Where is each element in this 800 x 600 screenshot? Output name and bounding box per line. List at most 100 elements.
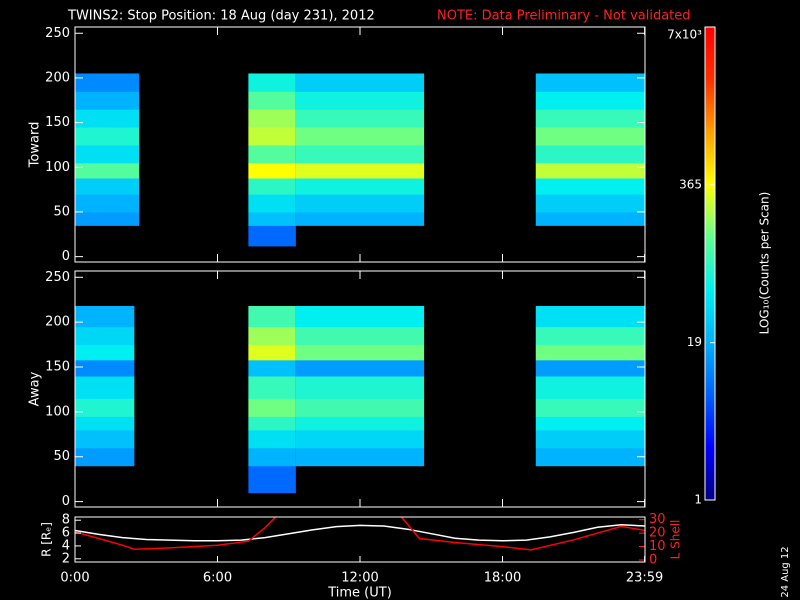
heatmap-cell: [535, 194, 645, 213]
y-tick-label: 250: [45, 270, 70, 285]
heatmap-cell: [75, 326, 135, 346]
y-axis-label: Away: [28, 371, 43, 406]
y2-tick-label: 10: [649, 539, 666, 554]
heatmap-cell: [535, 211, 645, 226]
heatmap-cell: [295, 326, 425, 346]
heatmap-cell: [248, 326, 296, 346]
heatmap-cell: [295, 73, 425, 92]
heatmap-cell: [248, 225, 296, 247]
heatmap-cell: [248, 359, 296, 377]
x-axis-label: Time (UT): [327, 586, 392, 600]
y-tick-label: 200: [45, 70, 70, 85]
heatmap-cell: [75, 162, 140, 179]
heatmap-cell: [75, 416, 135, 431]
panel-frame: [74, 516, 646, 563]
heatmap-cell: [295, 429, 425, 449]
heatmap-cell: [75, 178, 140, 195]
heatmap-cell: [75, 359, 135, 377]
y-tick-label: 150: [45, 360, 70, 375]
title: TWINS2: Stop Position: 18 Aug (day 231),…: [67, 9, 375, 24]
heatmap-cell: [535, 178, 645, 195]
heatmap-cell: [535, 109, 645, 128]
heatmap-cell: [295, 375, 425, 399]
heatmap-cell: [75, 144, 140, 164]
heatmap-cell: [535, 91, 645, 110]
heatmap-cell: [295, 109, 425, 128]
x-tick-label: 12:00: [341, 571, 378, 586]
heatmap-cell: [535, 429, 645, 449]
heatmap-cell: [248, 109, 296, 128]
heatmap-cell: [248, 398, 296, 417]
y-tick-label: 50: [53, 204, 70, 219]
heatmap-cell: [248, 375, 296, 399]
heatmap-cell: [248, 211, 296, 226]
heatmap-cell: [75, 73, 140, 92]
heatmap-cell: [75, 375, 135, 399]
x-tick-label: 23:59: [626, 571, 663, 586]
heatmap-cell: [535, 326, 645, 346]
x-tick-label: 0:00: [60, 571, 89, 586]
heatmap-cell: [75, 447, 135, 467]
heatmap-cell: [295, 127, 425, 146]
heatmap-cell: [295, 398, 425, 417]
heatmap-cell: [535, 127, 645, 146]
heatmap-cell: [295, 359, 425, 377]
heatmap-cell: [248, 416, 296, 431]
heatmap-cell: [295, 305, 425, 328]
heatmap-cell: [75, 344, 135, 361]
y-tick-label: 0: [62, 494, 70, 509]
heatmap-cell: [75, 109, 140, 128]
orbit-line: [75, 523, 645, 542]
y-axis-label: R [Rₑ]: [40, 522, 54, 557]
heatmap-cell: [248, 305, 296, 328]
y-axis-label: Toward: [28, 122, 43, 169]
heatmap-cell: [535, 416, 645, 431]
heatmap-cell: [248, 127, 296, 146]
y-tick-label: 8: [62, 513, 70, 528]
heatmap-cell: [295, 144, 425, 164]
heatmap-cell: [75, 211, 140, 226]
y-tick-label: 4: [62, 538, 70, 553]
y-tick-label: 2: [62, 551, 70, 566]
y-tick-label: 100: [45, 160, 70, 175]
heatmap-cell: [248, 447, 296, 467]
date-stamp: 24 Aug 12: [780, 546, 791, 597]
y-tick-label: 100: [45, 404, 70, 419]
colorbar-tick-label: 1: [694, 493, 702, 507]
heatmap-cell: [535, 447, 645, 467]
y2-tick-label: 0: [649, 552, 657, 567]
x-tick-label: 18:00: [484, 571, 521, 586]
heatmap-cell: [535, 144, 645, 164]
heatmap-cell: [295, 416, 425, 431]
heatmap-cell: [535, 162, 645, 179]
heatmap-cell: [535, 344, 645, 361]
colorbar-tick-label: 19: [687, 335, 702, 349]
y2-tick-label: 30: [649, 512, 666, 527]
colorbar: [704, 26, 716, 501]
colorbar-label: LOG₁₀(Counts per Scan): [758, 192, 772, 335]
heatmap-cell: [295, 194, 425, 213]
heatmap-cell: [75, 305, 135, 328]
heatmap-cell: [75, 127, 140, 146]
heatmap-cell: [535, 359, 645, 377]
x-tick-label: 6:00: [203, 571, 232, 586]
heatmap-cell: [295, 344, 425, 361]
panel-frame: [74, 270, 646, 508]
heatmap-cell: [295, 178, 425, 195]
y-tick-label: 150: [45, 115, 70, 130]
heatmap-cell: [248, 91, 296, 110]
heatmap-cell: [295, 91, 425, 110]
heatmap-cell: [248, 178, 296, 195]
y2-axis-label: L Shell: [669, 520, 683, 560]
heatmap-cell: [295, 162, 425, 179]
heatmap-cell: [535, 375, 645, 399]
y-tick-label: 0: [62, 249, 70, 264]
y2-tick-label: 20: [649, 526, 666, 541]
heatmap-cell: [535, 398, 645, 417]
y-tick-label: 50: [53, 449, 70, 464]
heatmap-cell: [248, 144, 296, 164]
heatmap-cell: [75, 194, 140, 213]
heatmap-cell: [248, 465, 296, 494]
heatmap-cell: [248, 429, 296, 449]
heatmap-cell: [75, 429, 135, 449]
